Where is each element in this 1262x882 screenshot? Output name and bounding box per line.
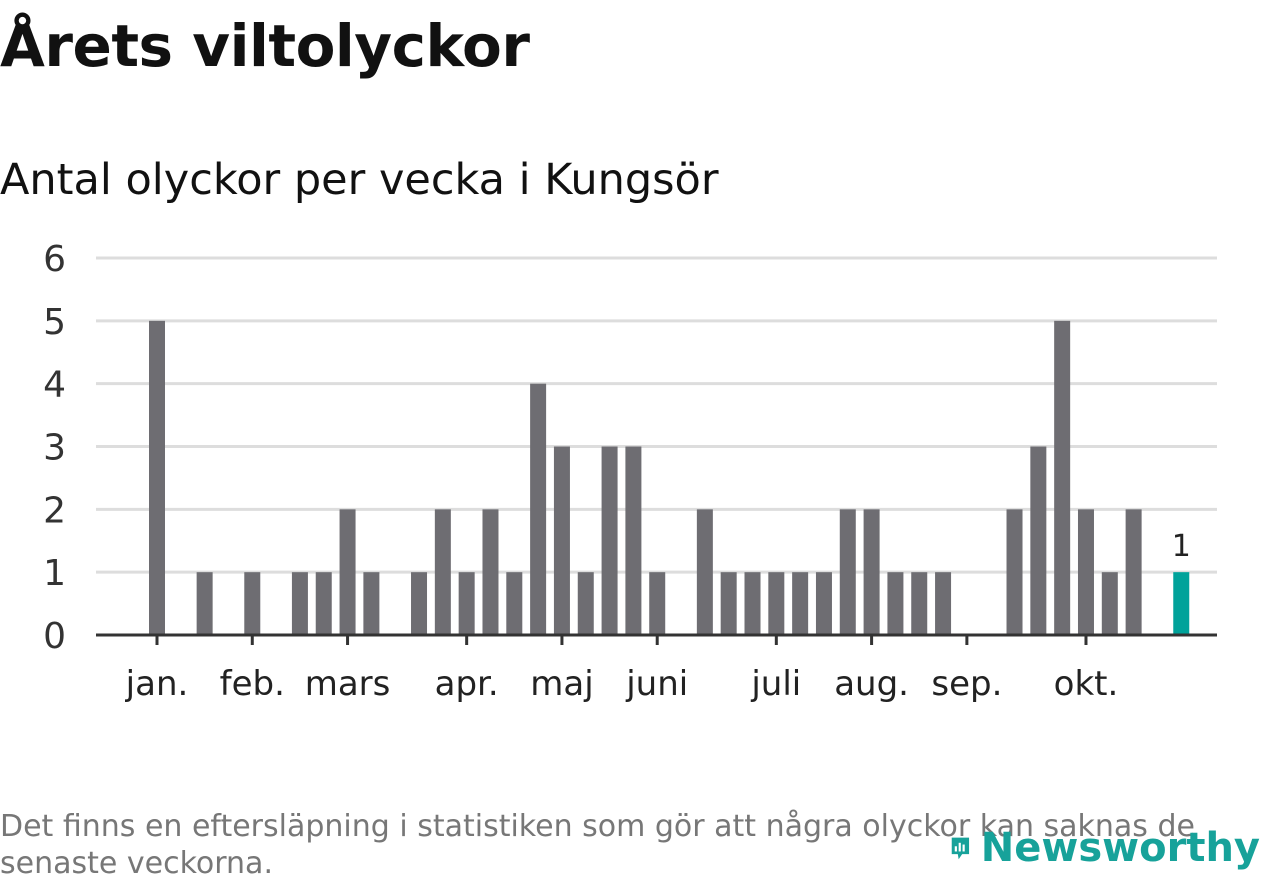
bar — [815, 572, 832, 635]
logo-text: Newsworthy — [980, 825, 1260, 871]
y-tick-label: 0 — [43, 616, 66, 657]
y-tick-label: 2 — [43, 490, 66, 531]
chart-subtitle: Antal olyckor per vecka i Kungsör — [0, 155, 719, 205]
bar — [196, 572, 213, 635]
y-tick-label: 3 — [43, 428, 66, 469]
bar — [863, 509, 880, 635]
x-tick-label: jan. — [125, 664, 189, 704]
y-tick-label: 6 — [43, 239, 66, 280]
bar — [530, 383, 547, 635]
x-tick-label: okt. — [1054, 664, 1119, 704]
bar — [720, 572, 737, 635]
bar — [577, 572, 594, 635]
page-title: Årets viltolyckor — [0, 12, 530, 80]
x-tick-label: apr. — [435, 664, 499, 704]
bar — [1125, 509, 1142, 635]
bar — [315, 572, 332, 635]
bar — [339, 509, 356, 635]
bar — [935, 572, 952, 635]
bar — [411, 572, 428, 635]
bar — [696, 509, 713, 635]
bar — [506, 572, 523, 635]
x-tick-label: aug. — [834, 664, 909, 704]
highlight-bar — [1173, 572, 1190, 635]
x-tick-label: juni — [625, 664, 688, 704]
bar — [1054, 320, 1071, 635]
bar — [911, 572, 928, 635]
x-tick-label: feb. — [220, 664, 285, 704]
bar — [839, 509, 856, 635]
bar — [744, 572, 761, 635]
bar — [625, 446, 642, 635]
y-tick-label: 1 — [43, 553, 66, 594]
bar — [649, 572, 666, 635]
newsworthy-logo: Newsworthy — [950, 818, 1260, 878]
bar — [291, 572, 308, 635]
bar — [1077, 509, 1094, 635]
bar — [363, 572, 380, 635]
x-tick-label: mars — [305, 664, 391, 704]
footnote: Det finns en eftersläpning i statistiken… — [0, 809, 1195, 881]
y-tick-label: 4 — [43, 365, 66, 406]
bar — [1006, 509, 1023, 635]
bar — [482, 509, 499, 635]
bar — [434, 509, 451, 635]
bar — [149, 320, 165, 635]
x-tick-label: sep. — [931, 664, 1002, 704]
bar — [553, 446, 570, 635]
bar — [1101, 572, 1118, 635]
x-tick-label: juli — [750, 664, 801, 704]
bar — [792, 572, 809, 635]
bar — [1030, 446, 1047, 635]
newsworthy-logo-icon — [951, 837, 970, 860]
bar — [768, 572, 785, 635]
bar-chart: 0 1 2 3 4 5 6 1 jan. feb. mars apr. maj juni juli aug. s… — [43, 239, 1217, 704]
y-tick-label: 5 — [43, 302, 66, 343]
bar — [601, 446, 618, 635]
bar — [458, 572, 475, 635]
data-label: 1 — [1172, 529, 1191, 564]
bar — [244, 572, 261, 635]
x-tick-label: maj — [530, 664, 593, 704]
bar — [887, 572, 904, 635]
